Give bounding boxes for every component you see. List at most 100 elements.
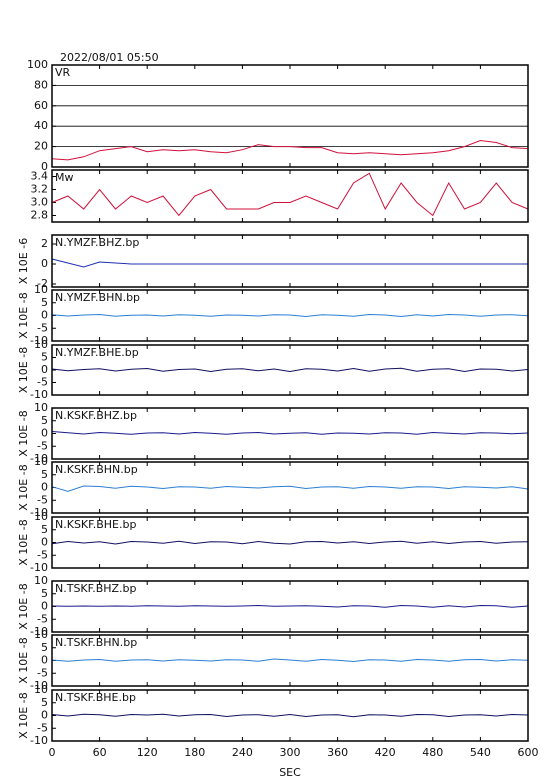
y-axis-label: X 10E -8 [17,519,30,565]
y-tick-label: 100 [27,58,48,71]
y-tick-label: -5 [37,376,48,389]
trace-line [51,658,529,663]
y-tick-label: 0 [41,481,48,494]
y-tick-label: 10 [34,401,48,414]
trace-line [51,431,529,435]
panel-frame [51,516,529,569]
trace-line [51,604,529,608]
panel-label: N.TSKF.BHZ.bp [55,582,137,595]
x-tick-label: 300 [280,746,301,759]
y-tick-label: -5 [37,439,48,452]
y-tick-label: 60 [34,99,48,112]
panel-frame [51,580,529,633]
trace-line [51,258,528,268]
y-axis-label: X 10E -8 [17,347,30,393]
y-tick-label: -5 [37,321,48,334]
x-tick-label: 540 [470,746,491,759]
y-tick-label: -5 [37,666,48,679]
panel-frame [51,407,529,460]
x-tick-label: 240 [232,746,253,759]
trace-line [51,313,529,318]
chart-title: 2022/08/01 05:50 [60,51,159,64]
y-tick-label: -10 [30,561,48,574]
y-tick-label: -10 [30,625,48,638]
panel-label: N.YMZF.BHE.bp [55,346,139,359]
y-tick-label: -5 [37,721,48,734]
y-axis-label: X 10E -8 [17,692,30,738]
y-tick-label: 10 [34,574,48,587]
x-tick-label: 360 [327,746,348,759]
y-axis-label: X 10E -8 [17,410,30,456]
y-tick-label: 40 [34,119,48,132]
y-tick-label: 0 [41,600,48,613]
y-tick-label: 0 [41,309,48,322]
y-tick-label: 0 [41,257,48,270]
x-tick-label: 600 [518,746,539,759]
y-tick-label: -5 [37,493,48,506]
panel-frame [51,64,529,168]
y-tick-label: 5 [41,523,48,536]
y-tick-label: 5 [41,696,48,709]
panel-label: N.KSKF.BHE.bp [55,518,136,531]
y-tick-label: -10 [30,506,48,519]
y-tick-label: 10 [34,628,48,641]
x-tick-label: 480 [422,746,443,759]
panel-label: N.KSKF.BHN.bp [55,463,138,476]
x-tick-label: 420 [375,746,396,759]
x-tick-label: 180 [184,746,205,759]
y-tick-label: -10 [30,452,48,465]
y-tick-label: -10 [30,388,48,401]
y-tick-label: 0 [41,536,48,549]
y-tick-label: -5 [37,612,48,625]
y-tick-label: -10 [30,334,48,347]
trace-line [51,172,529,217]
y-tick-label: -10 [30,679,48,692]
trace-line [51,139,529,161]
y-tick-label: 2.8 [31,209,49,222]
y-tick-label: 0 [41,363,48,376]
y-tick-label: 3.4 [31,170,49,183]
panel-frame [51,461,529,514]
y-tick-label: -2 [37,277,48,290]
panel-label: N.TSKF.BHN.bp [55,636,137,649]
y-axis-label: X 10E -6 [17,238,30,284]
y-tick-label: 5 [41,468,48,481]
panel-frame [51,344,529,396]
trace-line [51,713,529,718]
x-tick-label: 60 [93,746,107,759]
y-tick-label: 80 [34,78,48,91]
y-tick-label: 20 [34,140,48,153]
x-axis-label: SEC [279,766,301,779]
y-tick-label: 10 [34,338,48,351]
panel-frame [51,689,529,742]
trace-line [51,485,529,492]
y-tick-label: 5 [41,296,48,309]
y-tick-label: 2 [41,237,48,250]
y-tick-label: 0 [41,160,48,173]
y-tick-label: 0 [41,654,48,667]
panel-label: N.YMZF.BHZ.bp [55,236,139,249]
panel-label: N.TSKF.BHE.bp [55,691,136,704]
y-tick-label: 3.2 [31,183,49,196]
y-axis-label: X 10E -8 [17,637,30,683]
y-tick-label: 10 [34,283,48,296]
y-tick-label: 5 [41,351,48,364]
x-tick-label: 0 [49,746,56,759]
y-axis-label: X 10E -8 [17,583,30,629]
x-tick-label: 120 [137,746,158,759]
y-tick-label: 3.0 [31,196,49,209]
y-tick-label: 0 [41,427,48,440]
panel-frame [51,634,529,687]
y-tick-label: 5 [41,587,48,600]
y-tick-label: -5 [37,548,48,561]
panel-label: N.YMZF.BHN.bp [55,291,140,304]
y-axis-label: X 10E -8 [17,292,30,338]
y-tick-label: 10 [34,455,48,468]
y-tick-label: 10 [34,510,48,523]
trace-line [51,540,529,545]
y-tick-label: 5 [41,641,48,654]
y-tick-label: 0 [41,709,48,722]
y-tick-label: -10 [30,734,48,747]
panel-label: N.KSKF.BHZ.bp [55,409,137,422]
